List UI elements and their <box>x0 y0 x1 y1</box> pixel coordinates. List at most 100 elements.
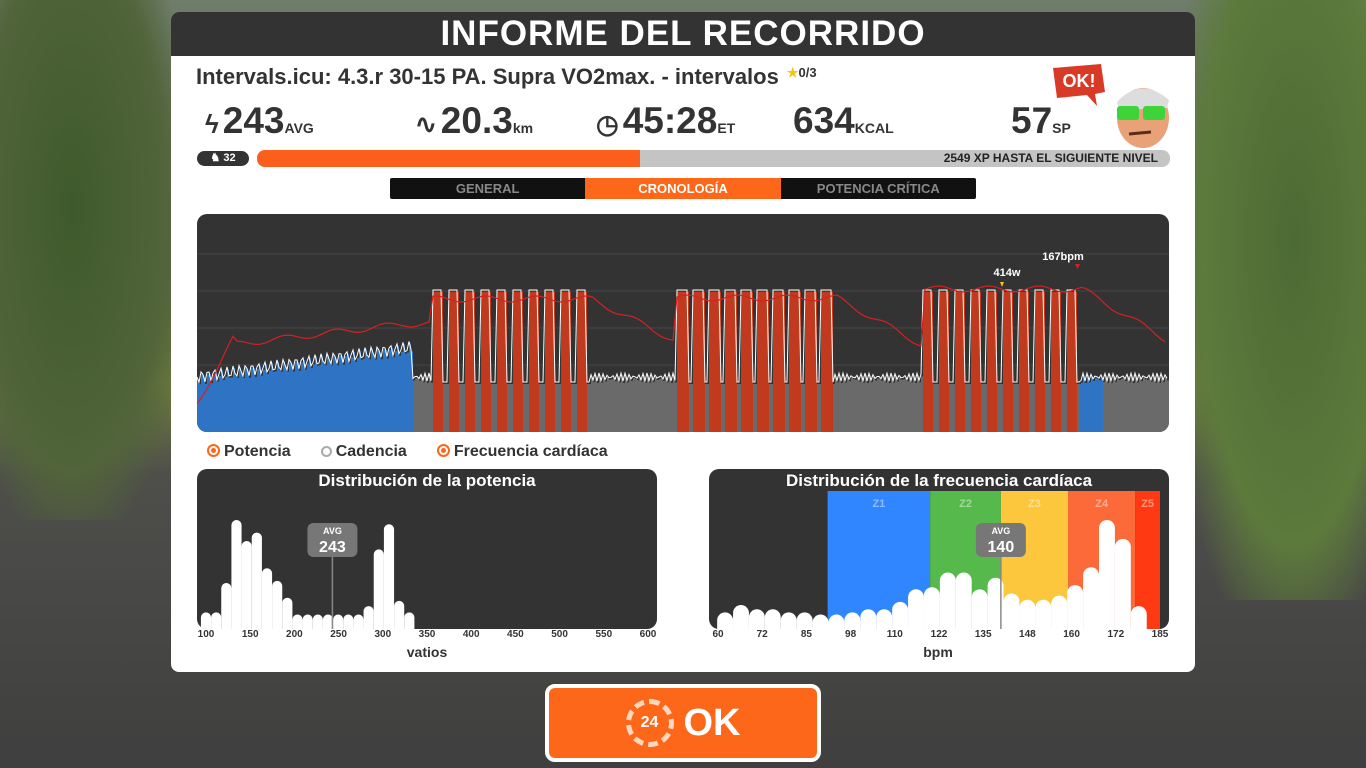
legend-power[interactable]: Potencia <box>207 443 291 461</box>
power-sample <box>963 292 965 432</box>
tab-general[interactable]: GENERAL <box>455 181 520 196</box>
histogram-bar <box>272 580 283 629</box>
power-sample <box>1049 384 1051 432</box>
power-sample <box>1097 378 1099 432</box>
tick-label: 300 <box>374 629 392 640</box>
power-sample <box>1091 376 1093 432</box>
power-sample <box>285 366 287 432</box>
power-sample <box>1131 375 1133 432</box>
power-sample <box>479 384 481 432</box>
power-sample <box>919 382 921 432</box>
power-sample <box>1053 292 1055 432</box>
histogram-bar <box>955 572 972 629</box>
power-sample <box>291 364 293 432</box>
power-sample <box>261 375 263 432</box>
power-sample <box>475 384 477 432</box>
power-sample <box>997 384 999 432</box>
power-sample <box>987 292 989 432</box>
power-sample <box>1135 375 1137 432</box>
power-sample <box>357 357 359 432</box>
histogram-bar <box>363 606 374 629</box>
histogram-bar <box>322 614 334 629</box>
histogram-bar <box>733 605 749 629</box>
power-sample <box>801 384 803 432</box>
power-sample <box>1155 382 1157 432</box>
legend-heart-rate[interactable]: Frecuencia cardíaca <box>436 443 608 461</box>
power-sample <box>1149 377 1151 432</box>
power-sample <box>439 292 441 432</box>
power-sample <box>1051 292 1053 432</box>
tab-potencia-critica[interactable]: POTENCIA CRÍTICA <box>816 181 940 196</box>
power-sample <box>415 378 417 432</box>
avg-value: 243 <box>319 539 346 556</box>
power-sample <box>995 292 997 432</box>
power-sample <box>403 344 405 432</box>
power-sample <box>447 384 449 432</box>
power-sample <box>273 371 275 432</box>
tick-label: 110 <box>886 629 903 640</box>
power-sample <box>981 384 983 432</box>
power-sample <box>1099 380 1101 432</box>
power-sample <box>917 375 919 432</box>
power-sample <box>715 292 717 432</box>
power-sample <box>791 292 793 432</box>
power-sample <box>313 364 315 432</box>
power-sample <box>289 361 291 432</box>
power-sample <box>557 384 559 432</box>
power-sample <box>419 380 421 432</box>
background-trees-right <box>1186 0 1366 600</box>
power-sample <box>667 382 669 432</box>
timeline-chart: 414w 167bpm <box>197 214 1169 432</box>
histogram-bar <box>812 614 829 629</box>
power-sample <box>909 375 911 432</box>
power-sample <box>849 381 851 432</box>
power-sample <box>611 379 613 432</box>
hr-zone-Z5 <box>1135 491 1160 629</box>
power-sample <box>799 292 801 432</box>
power-sample <box>823 292 825 432</box>
peak-hr-marker <box>1075 264 1080 269</box>
tick-label: 200 <box>286 629 303 640</box>
power-sample <box>1133 382 1135 432</box>
power-sample <box>687 292 689 432</box>
power-sample <box>389 350 391 432</box>
power-sample <box>933 384 935 432</box>
legend-cadence[interactable]: Cadencia <box>320 443 407 461</box>
power-sample <box>613 377 615 432</box>
tab-cronologia[interactable]: CRONOLOGÍA <box>585 178 781 199</box>
power-sample <box>845 382 847 432</box>
power-sample <box>625 375 627 432</box>
avg-label: AVG <box>991 526 1010 536</box>
power-sample <box>609 379 611 432</box>
power-sample <box>817 384 819 432</box>
power-sample <box>617 375 619 432</box>
power-sample <box>591 376 593 432</box>
power-sample <box>803 384 805 432</box>
power-sample <box>1017 384 1019 432</box>
power-sample <box>1085 382 1087 432</box>
power-sample <box>1073 292 1075 432</box>
power-sample <box>393 357 395 432</box>
power-sample <box>343 364 345 432</box>
power-sample <box>1141 381 1143 432</box>
power-sample <box>325 365 327 432</box>
route-icon: ∿ <box>415 109 437 139</box>
power-sample <box>939 292 941 432</box>
power-sample <box>315 356 317 432</box>
histogram-bar <box>221 583 232 629</box>
power-sample <box>295 361 297 432</box>
power-sample <box>1143 377 1145 432</box>
power-sample <box>857 377 859 432</box>
power-sample <box>333 355 335 432</box>
power-sample <box>199 384 201 432</box>
power-sample <box>581 292 583 432</box>
tick-label: 350 <box>418 629 436 640</box>
power-sample <box>929 292 931 432</box>
power-sample <box>805 292 807 432</box>
ok-button[interactable]: 24 OK <box>545 684 821 762</box>
power-sample <box>943 292 945 432</box>
stats-row: ϟ 243AVG ∿ 20.3km ◷ 45:28ET 634KCAL 57SP <box>171 100 1195 144</box>
power-sample <box>351 357 353 432</box>
power-sample <box>335 358 337 432</box>
power-sample <box>487 292 489 432</box>
